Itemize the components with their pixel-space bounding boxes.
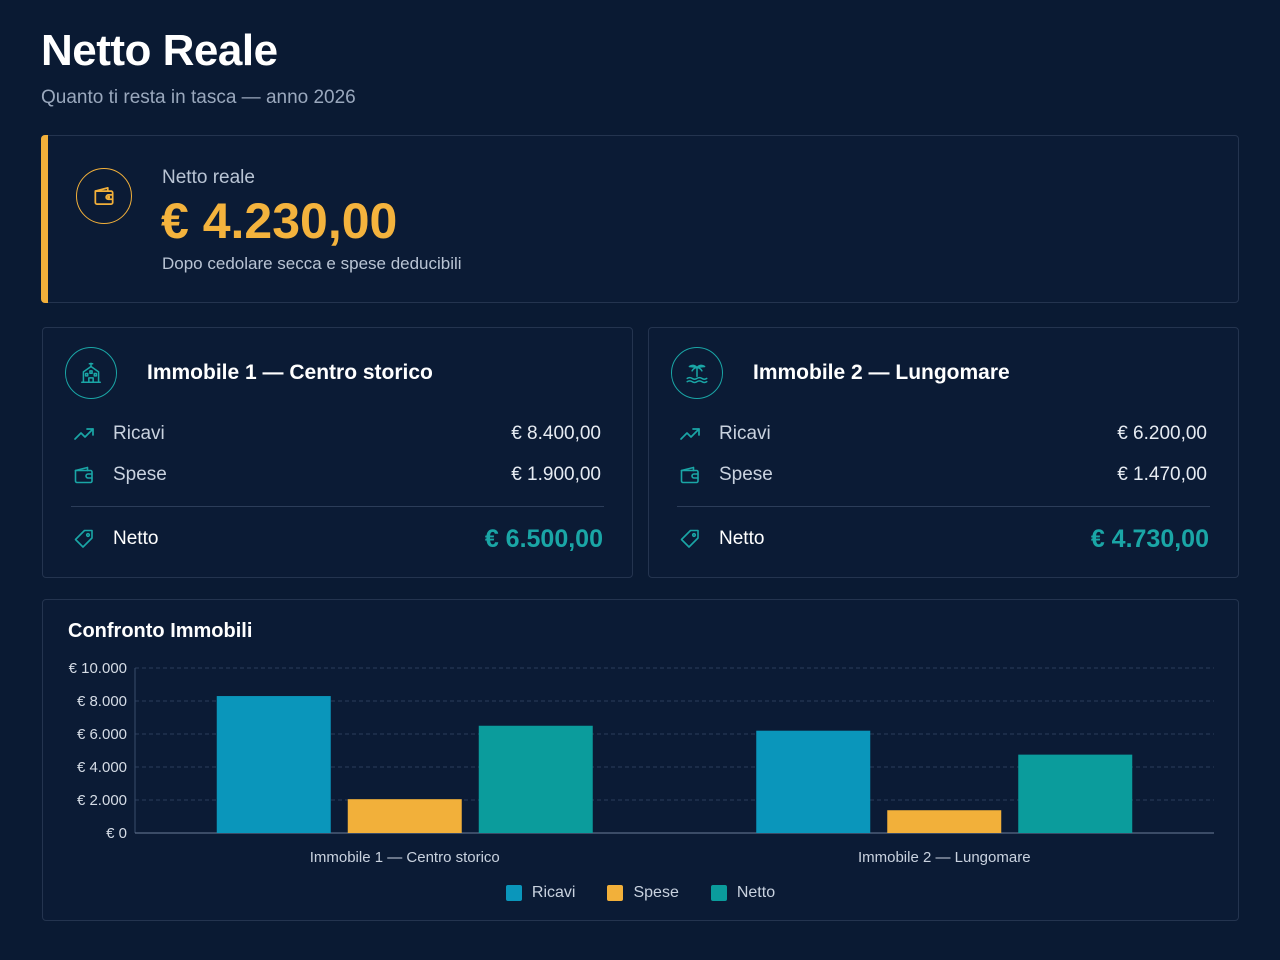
net-note: Dopo cedolare secca e spese deducibili (162, 254, 462, 273)
legend-item: Spese (607, 884, 679, 902)
net-row-label: Netto (113, 528, 159, 549)
y-tick-label: € 6.000 (77, 726, 127, 743)
expenses-value: € 1.470,00 (1117, 464, 1207, 485)
bar-spese (347, 799, 462, 833)
net-row-value: € 6.500,00 (484, 524, 603, 553)
revenue-value: € 8.400,00 (511, 423, 601, 444)
bar-netto (478, 725, 593, 833)
bar-ricavi (216, 696, 331, 833)
trending-up-icon (677, 421, 703, 447)
property-title: Immobile 1 — Centro storico (147, 361, 433, 384)
legend-label: Spese (633, 884, 679, 901)
bar-spese (887, 810, 1002, 833)
expenses-label: Spese (719, 464, 773, 485)
net-value: € 4.230,00 (161, 193, 398, 249)
wallet-icon (76, 168, 132, 224)
trending-up-icon (71, 421, 97, 447)
divider (677, 506, 1210, 507)
net-summary-card: Netto reale € 4.230,00 Dopo cedolare sec… (41, 135, 1239, 303)
net-label: Netto reale (162, 167, 255, 188)
y-tick-label: € 4.000 (77, 759, 127, 776)
legend-item: Ricavi (505, 884, 576, 902)
page-title: Netto Reale (41, 26, 278, 75)
property-card-2: Immobile 2 — Lungomare Ricavi € 6.200,00… (648, 327, 1239, 578)
x-tick-label: Immobile 1 — Centro storico (310, 849, 500, 866)
net-row: Netto € 4.730,00 (677, 524, 1209, 553)
y-tick-label: € 10.000 (69, 660, 127, 677)
revenue-label: Ricavi (719, 423, 771, 444)
net-row-value: € 4.730,00 (1090, 524, 1209, 553)
tag-icon (677, 526, 703, 552)
y-tick-label: € 0 (106, 825, 127, 842)
accent-bar (41, 135, 48, 303)
comparison-chart-card: € 0 € 2.000 € 4.000 € 6.000 € 8.000 € 10.000 I… (42, 599, 1239, 921)
revenue-label: Ricavi (113, 423, 165, 444)
x-tick-label: Immobile 2 — Lungomare (858, 849, 1031, 866)
bar-ricavi (756, 730, 871, 833)
property-card-1: Immobile 1 — Centro storico Ricavi € 8.4… (42, 327, 633, 578)
y-tick-label: € 2.000 (77, 792, 127, 809)
legend-swatch (607, 885, 624, 901)
legend-item: Netto (710, 884, 776, 902)
building-icon (65, 347, 117, 399)
legend-swatch (505, 885, 522, 901)
expenses-value: € 1.900,00 (511, 464, 601, 485)
revenue-row: Ricavi € 8.400,00 (71, 421, 601, 447)
wallet-icon (677, 462, 703, 488)
chart-title: Confronto Immobili (68, 620, 253, 642)
legend-swatch (710, 885, 727, 901)
y-tick-label: € 8.000 (77, 693, 127, 710)
palm-beach-icon (671, 347, 723, 399)
wallet-icon (71, 462, 97, 488)
revenue-row: Ricavi € 6.200,00 (677, 421, 1207, 447)
expenses-row: Spese € 1.900,00 (71, 462, 601, 488)
page-subtitle: Quanto ti resta in tasca — anno 2026 (41, 87, 356, 108)
legend-label: Netto (736, 884, 776, 901)
tag-icon (71, 526, 97, 552)
bar-netto (1018, 754, 1133, 833)
comparison-chart: € 0 € 2.000 € 4.000 € 6.000 € 8.000 € 10.000 I… (69, 660, 1214, 866)
expenses-label: Spese (113, 464, 167, 485)
net-row-label: Netto (719, 528, 765, 549)
legend-label: Ricavi (531, 884, 576, 901)
chart-legend: Ricavi Spese Netto (43, 884, 1238, 902)
expenses-row: Spese € 1.470,00 (677, 462, 1207, 488)
divider (71, 506, 604, 507)
net-row: Netto € 6.500,00 (71, 524, 603, 553)
revenue-value: € 6.200,00 (1117, 423, 1207, 444)
property-title: Immobile 2 — Lungomare (753, 361, 1010, 384)
